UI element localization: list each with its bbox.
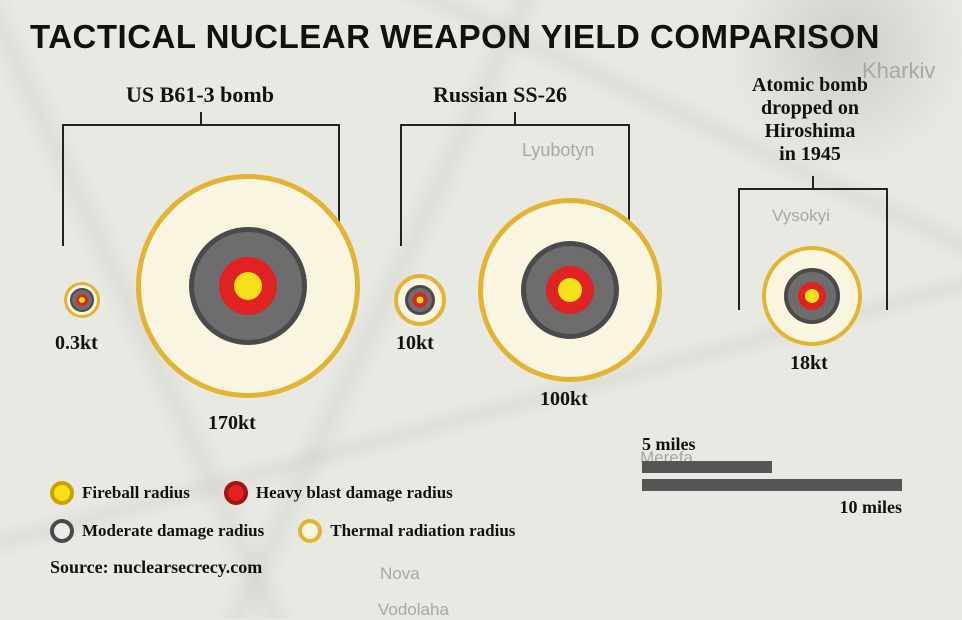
map-place-label: Lyubotyn (522, 140, 594, 161)
legend-label: Heavy blast damage radius (256, 483, 453, 503)
yield-label: 0.3kt (55, 332, 98, 355)
blast-ring (805, 289, 819, 303)
map-place-label: Vodolaha (378, 600, 449, 620)
scale-5mi-bar (642, 461, 772, 473)
legend-swatch (50, 481, 74, 505)
scale-5mi-label: 5 miles (642, 434, 902, 455)
legend-label: Moderate damage radius (82, 521, 264, 541)
blast-ring (79, 297, 85, 303)
legend-item: Heavy blast damage radius (224, 481, 453, 505)
weapon-group-label: Atomic bomb dropped on Hiroshima in 1945 (690, 74, 930, 166)
yield-label: 10kt (396, 332, 434, 355)
legend: Fireball radius Heavy blast damage radius… (50, 481, 515, 578)
weapon-group-label: Russian SS-26 (380, 82, 620, 108)
map-place-label: Vysokyi (772, 206, 830, 226)
blast-ring (558, 278, 582, 302)
legend-item: Moderate damage radius (50, 519, 264, 543)
legend-item: Fireball radius (50, 481, 190, 505)
yield-label: 18kt (790, 352, 828, 375)
source-text: Source: nuclearsecrecy.com (50, 557, 515, 578)
scale-bar: 5 miles 10 miles (642, 434, 902, 518)
scale-10mi-bar (642, 479, 902, 491)
page-title: TACTICAL NUCLEAR WEAPON YIELD COMPARISON (30, 18, 880, 56)
blast-ring (417, 297, 424, 304)
group-bracket (62, 124, 340, 126)
legend-swatch (224, 481, 248, 505)
scale-10mi-label: 10 miles (642, 497, 902, 518)
group-bracket (400, 124, 630, 126)
group-bracket (738, 188, 888, 190)
legend-label: Fireball radius (82, 483, 190, 503)
legend-label: Thermal radiation radius (330, 521, 515, 541)
yield-label: 170kt (208, 412, 256, 435)
weapon-group-label: US B61-3 bomb (80, 82, 320, 108)
legend-swatch (50, 519, 74, 543)
legend-swatch (298, 519, 322, 543)
yield-label: 100kt (540, 388, 588, 411)
blast-ring (234, 272, 262, 300)
legend-item: Thermal radiation radius (298, 519, 515, 543)
